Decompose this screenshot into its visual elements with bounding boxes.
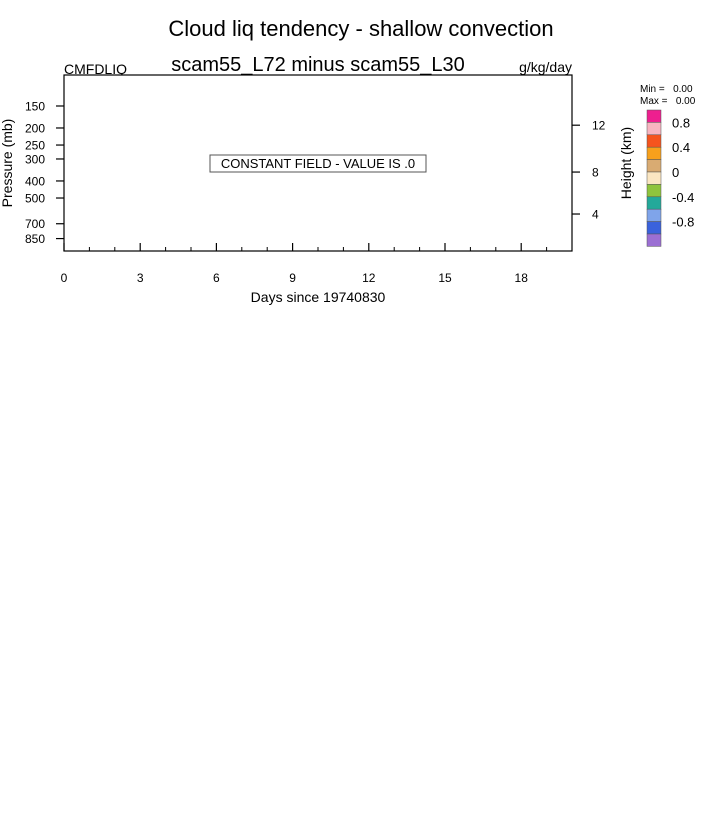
colorbar-swatch [646, 221, 662, 235]
colorbar-swatch [646, 159, 662, 173]
x-tick-label: 12 [362, 271, 376, 285]
y-tick-label: 300 [25, 152, 45, 166]
annotation-text: CONSTANT FIELD - VALUE IS .0 [221, 156, 415, 171]
x-tick-label: 0 [61, 271, 68, 285]
x-tick-label: 15 [438, 271, 452, 285]
colorbar-label: 0.4 [672, 140, 690, 155]
x-tick-label: 3 [137, 271, 144, 285]
y-axis-height: 12 8 4 [572, 119, 606, 222]
x-axis-label: Days since 19740830 [251, 289, 386, 305]
y-tick-label: 850 [25, 232, 45, 246]
colorbar-swatch [646, 196, 662, 210]
height-tick-label: 8 [592, 166, 599, 180]
y-tick-label: 500 [25, 192, 45, 206]
y-axis-label: Pressure (mb) [0, 119, 15, 208]
colorbar-label: 0 [672, 165, 679, 180]
colorbar-label: -0.4 [672, 190, 694, 205]
y-tick-label: 200 [25, 121, 45, 135]
colorbar-swatch [646, 134, 662, 148]
y-tick-label: 700 [25, 217, 45, 231]
y-tick-label: 400 [25, 174, 45, 188]
colorbar-swatch [646, 184, 662, 198]
units-label: g/kg/day [519, 59, 572, 75]
y-axis-right-label: Height (km) [618, 127, 634, 199]
x-axis: 0 3 6 9 12 15 18 [61, 243, 573, 285]
colorbar-swatch [646, 146, 662, 160]
variable-name-label: CMFDLIQ [64, 61, 127, 77]
max-value-text: Max = 0.00 [640, 96, 696, 107]
chart-subtitle: scam55_L72 minus scam55_L30 [171, 54, 465, 76]
chart-title: Cloud liq tendency - shallow convection [168, 16, 553, 41]
height-tick-label: 12 [592, 119, 606, 133]
colorbar-swatch [646, 171, 662, 185]
colorbar-swatch [646, 208, 662, 222]
x-tick-label: 9 [289, 271, 296, 285]
height-tick-label: 4 [592, 208, 599, 222]
min-value-text: Min = 0.00 [640, 84, 693, 95]
x-tick-label: 6 [213, 271, 220, 285]
colorbar-swatch [646, 122, 662, 136]
colorbar: 0.8 0.4 0 -0.4 -0.8 [646, 109, 694, 247]
y-tick-label: 250 [25, 139, 45, 153]
colorbar-label: 0.8 [672, 115, 690, 130]
colorbar-label: -0.8 [672, 215, 694, 230]
colorbar-swatch [646, 109, 662, 123]
y-tick-label: 150 [25, 99, 45, 113]
colorbar-swatch [646, 233, 662, 247]
annotation-box [209, 154, 427, 173]
x-tick-label: 18 [515, 271, 529, 285]
